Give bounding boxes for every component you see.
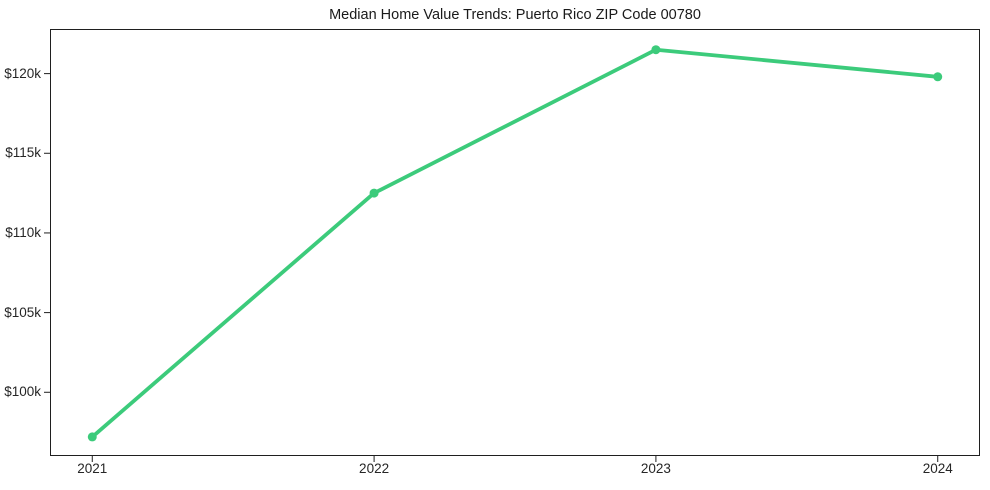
y-tick-label: $120k bbox=[4, 65, 41, 81]
y-tick-label: $100k bbox=[4, 384, 41, 400]
trend-line bbox=[90, 47, 940, 439]
data-point-2022 bbox=[369, 188, 379, 198]
x-tick-label: 2022 bbox=[359, 461, 390, 476]
data-point-2024 bbox=[933, 72, 943, 82]
x-tick-label: 2021 bbox=[77, 461, 108, 476]
data-point-2023 bbox=[651, 45, 661, 55]
chart-title: Median Home Value Trends: Puerto Rico ZI… bbox=[329, 7, 701, 23]
y-tick-label: $115k bbox=[5, 145, 41, 161]
plot-border bbox=[50, 29, 980, 456]
x-tick-label: 2024 bbox=[922, 461, 953, 476]
y-tick-label: $110k bbox=[5, 224, 41, 240]
x-tick-label: 2023 bbox=[640, 461, 671, 476]
plot-canvas bbox=[44, 29, 980, 462]
data-point-2021 bbox=[87, 432, 97, 442]
y-tick-label: $105k bbox=[4, 304, 41, 320]
plot-area bbox=[44, 29, 980, 462]
